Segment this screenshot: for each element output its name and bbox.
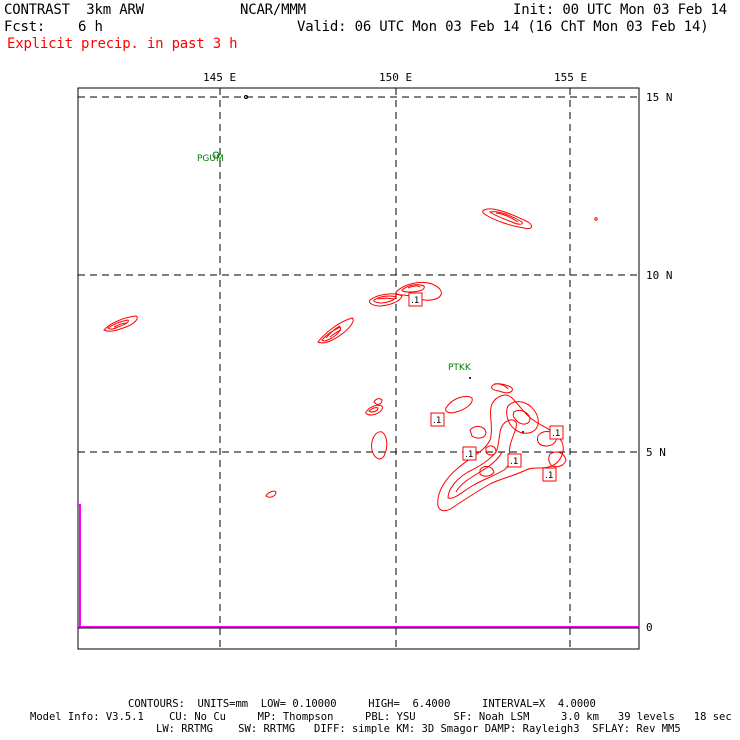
contour-label: .1 bbox=[433, 416, 442, 426]
lat-label-0: 0 bbox=[646, 621, 653, 634]
lat-label-15: 15 N bbox=[646, 91, 673, 104]
contour-label: .1 bbox=[552, 429, 561, 439]
truk-dot bbox=[469, 377, 471, 379]
contour-box bbox=[549, 425, 564, 440]
map-frame bbox=[77, 87, 640, 650]
organization-label: NCAR/MMM bbox=[240, 2, 306, 18]
model-title: CONTRAST 3km ARW bbox=[4, 2, 144, 18]
contour-label-boxes: .1 .1 .1 .1 .1 .1 bbox=[408, 292, 564, 482]
init-time: Init: 00 UTC Mon 03 Feb 14 bbox=[513, 2, 727, 18]
forecast-hour: Fcst: 6 h bbox=[4, 19, 103, 35]
model-info-line-2: LW: RRTMG SW: RRTMG DIFF: simple KM: 3D … bbox=[156, 723, 681, 735]
contour-box bbox=[408, 292, 423, 307]
graticule bbox=[78, 88, 639, 649]
island-marker bbox=[244, 95, 248, 99]
contour-label: .1 bbox=[465, 450, 474, 460]
contour-box bbox=[507, 453, 522, 468]
contour-label: .1 bbox=[545, 471, 554, 481]
lat-label-5: 5 N bbox=[646, 446, 666, 459]
lon-label-145: 145 E bbox=[203, 71, 236, 84]
model-info-line-1: Model Info: V3.5.1 CU: No Cu MP: Thompso… bbox=[30, 711, 732, 723]
contour-label: .1 bbox=[411, 296, 420, 306]
precip-contours bbox=[103, 208, 598, 512]
valid-time: Valid: 06 UTC Mon 03 Feb 14 (16 ChT Mon … bbox=[297, 19, 709, 35]
contour-box bbox=[430, 412, 445, 427]
terrain-edge bbox=[78, 504, 81, 627]
lon-label-155: 155 E bbox=[554, 71, 587, 84]
station-pgum: PGUM bbox=[197, 154, 224, 164]
lat-label-10: 10 N bbox=[646, 269, 673, 282]
contour-info: CONTOURS: UNITS=mm LOW= 0.10000 HIGH= 6.… bbox=[128, 698, 596, 710]
contour-box bbox=[462, 446, 477, 461]
contour-label: .1 bbox=[510, 457, 519, 467]
guam-outline bbox=[212, 151, 220, 159]
lon-label-150: 150 E bbox=[379, 71, 412, 84]
station-ptkk: PTKK bbox=[448, 363, 472, 373]
field-title: Explicit precip. in past 3 h bbox=[7, 36, 238, 52]
contour-box bbox=[542, 467, 557, 482]
